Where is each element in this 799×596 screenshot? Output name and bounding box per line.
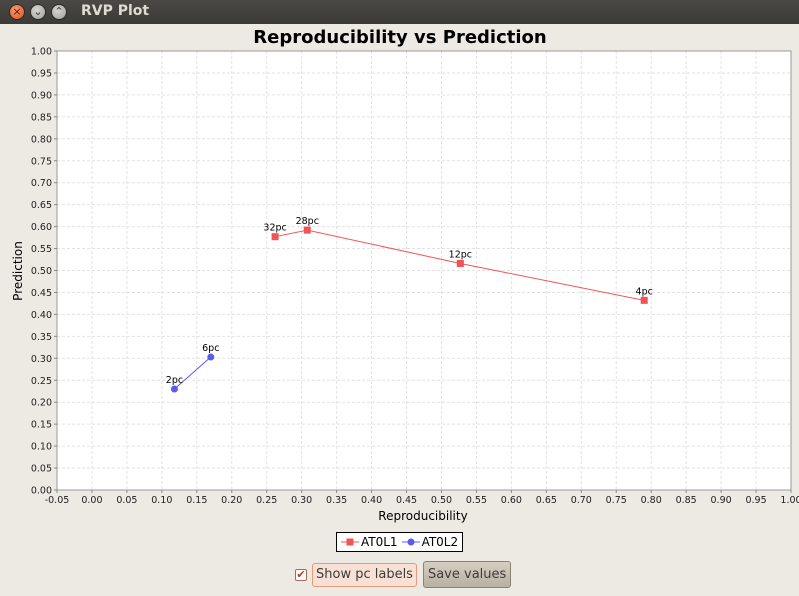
y-tick-label: 0.35 xyxy=(31,332,52,343)
window-titlebar: × ⌄ ⌃ RVP Plot xyxy=(0,0,799,24)
x-tick-label: 0.50 xyxy=(431,495,452,506)
y-tick-label: 0.45 xyxy=(31,288,52,299)
maximize-icon[interactable]: ⌃ xyxy=(51,4,67,20)
x-axis-label: Reproducibility xyxy=(378,509,467,523)
x-tick-label: 0.85 xyxy=(676,495,697,506)
show-labels-toggle[interactable]: Show pc labels xyxy=(312,562,417,587)
x-tick-label: 0.25 xyxy=(256,495,277,506)
y-tick-label: 0.70 xyxy=(31,178,52,189)
x-tick-label: 0.80 xyxy=(641,495,662,506)
point-label: 4pc xyxy=(636,286,653,297)
legend-item-at0l1: AT0L1 xyxy=(341,535,398,549)
close-icon[interactable]: × xyxy=(9,4,25,20)
y-tick-label: 0.40 xyxy=(31,310,52,321)
chart-series: 32pc 28pc 12pc 4pc 2pc 6pc xyxy=(166,216,653,393)
legend-label: AT0L2 xyxy=(421,535,459,549)
x-tick-label: 0.70 xyxy=(571,495,592,506)
circle-marker-icon xyxy=(401,538,420,546)
x-tick-label: 0.20 xyxy=(221,495,242,506)
point-label: 12pc xyxy=(449,249,472,260)
data-point xyxy=(207,353,215,361)
y-axis-label: Prediction xyxy=(11,241,25,301)
minimize-icon[interactable]: ⌄ xyxy=(30,4,46,20)
y-tick-label: 1.00 xyxy=(31,47,52,58)
series-at0l2: 2pc 6pc xyxy=(166,343,219,393)
x-tick-label: 0.90 xyxy=(711,495,732,506)
window-title: RVP Plot xyxy=(81,3,150,19)
legend-item-at0l2: AT0L2 xyxy=(401,535,459,549)
y-tick-label: 0.10 xyxy=(31,442,52,453)
chart-legend: AT0L1 AT0L2 xyxy=(336,532,464,552)
axis-ticks: -0.05 0.00 0.05 0.10 0.15 0.20 0.25 0.30 0.35 0.4… xyxy=(31,47,799,507)
data-point xyxy=(271,233,279,241)
square-marker-icon xyxy=(341,538,359,546)
x-tick-label: 0.40 xyxy=(361,495,382,506)
x-tick-label: -0.05 xyxy=(45,495,70,506)
series-at0l1: 32pc 28pc 12pc 4pc xyxy=(263,216,653,304)
x-tick-label: 0.35 xyxy=(326,495,347,506)
y-tick-label: 0.50 xyxy=(31,266,52,277)
x-tick-label: 0.65 xyxy=(536,495,557,506)
x-tick-label: 0.95 xyxy=(745,495,766,506)
x-tick-label: 0.00 xyxy=(81,495,102,506)
x-tick-label: 0.15 xyxy=(186,495,207,506)
x-tick-label: 0.10 xyxy=(151,495,172,506)
y-tick-label: 0.55 xyxy=(31,244,52,255)
chart-grid xyxy=(56,50,792,491)
y-tick-label: 0.90 xyxy=(31,90,52,101)
x-tick-label: 0.75 xyxy=(606,495,627,506)
data-point xyxy=(456,259,464,267)
y-tick-label: 0.60 xyxy=(31,222,52,233)
save-values-button[interactable]: Save values xyxy=(422,561,512,588)
point-label: 32pc xyxy=(263,223,286,234)
chart-controls: ✔ Show pc labels Save values xyxy=(295,561,512,588)
y-tick-label: 0.95 xyxy=(31,68,52,79)
point-label: 6pc xyxy=(202,343,219,354)
y-tick-label: 0.65 xyxy=(31,200,52,211)
y-tick-label: 0.85 xyxy=(31,112,52,123)
rvp-chart: -0.05 0.00 0.05 0.10 0.15 0.20 0.25 0.30 0.35 0.4… xyxy=(11,27,799,523)
y-tick-label: 0.80 xyxy=(31,134,52,145)
y-tick-label: 0.05 xyxy=(31,464,52,475)
series-line xyxy=(174,356,212,390)
y-tick-label: 0.15 xyxy=(31,420,52,431)
y-tick-label: 0.30 xyxy=(31,354,52,365)
x-tick-label: 0.55 xyxy=(466,495,487,506)
data-point xyxy=(640,296,648,304)
y-tick-label: 0.20 xyxy=(31,398,52,409)
y-tick-label: 0.75 xyxy=(31,156,52,167)
chart-title: Reproducibility vs Prediction xyxy=(253,27,546,48)
point-label: 2pc xyxy=(166,375,183,386)
show-labels-checkbox[interactable]: ✔ xyxy=(295,567,307,581)
x-tick-label: 0.60 xyxy=(501,495,522,506)
data-point xyxy=(170,385,178,393)
legend-label: AT0L1 xyxy=(361,535,398,549)
point-label: 28pc xyxy=(296,216,319,227)
y-tick-label: 0.25 xyxy=(31,376,52,387)
x-tick-label: 0.05 xyxy=(116,495,137,506)
data-point xyxy=(303,226,311,234)
series-line xyxy=(275,229,645,301)
x-tick-label: 0.45 xyxy=(396,495,417,506)
x-tick-label: 1.00 xyxy=(780,495,799,506)
x-tick-label: 0.30 xyxy=(291,495,312,506)
y-tick-label: 0.00 xyxy=(31,486,52,497)
